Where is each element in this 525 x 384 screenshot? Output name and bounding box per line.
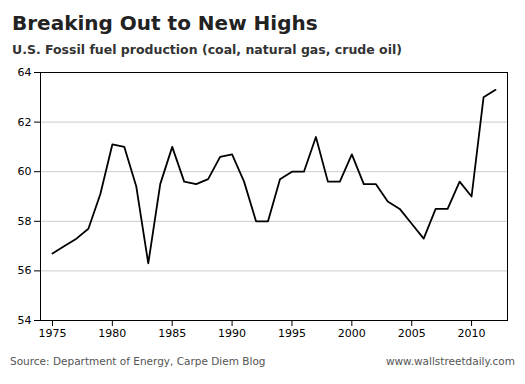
svg-text:1985: 1985	[158, 327, 186, 340]
html-text:U.S. Fossil fuel production (c: U.S. Fossil fuel production (coal, natur…	[12, 42, 402, 57]
svg-text:58: 58	[18, 215, 32, 228]
svg-text:1980: 1980	[98, 327, 126, 340]
html-text:www.wallstreetdaily.com: www.wallstreetdaily.com	[385, 355, 515, 367]
svg-text:1990: 1990	[218, 327, 246, 340]
svg-text:64: 64	[18, 66, 32, 79]
html-text:Source: Department of Energy,: Source: Department of Energy, Carpe Diem…	[10, 355, 266, 367]
html-text:Breaking Out to New Highs: Breaking Out to New Highs	[12, 11, 318, 35]
svg-text:1995: 1995	[278, 327, 306, 340]
svg-text:56: 56	[18, 264, 32, 277]
svg-text:62: 62	[18, 116, 32, 129]
svg-text:1975: 1975	[38, 327, 66, 340]
svg-text:60: 60	[18, 165, 32, 178]
svg-text:54: 54	[18, 314, 32, 327]
svg-text:2000: 2000	[338, 327, 366, 340]
svg-text:2010: 2010	[458, 327, 486, 340]
svg-text:2005: 2005	[398, 327, 426, 340]
